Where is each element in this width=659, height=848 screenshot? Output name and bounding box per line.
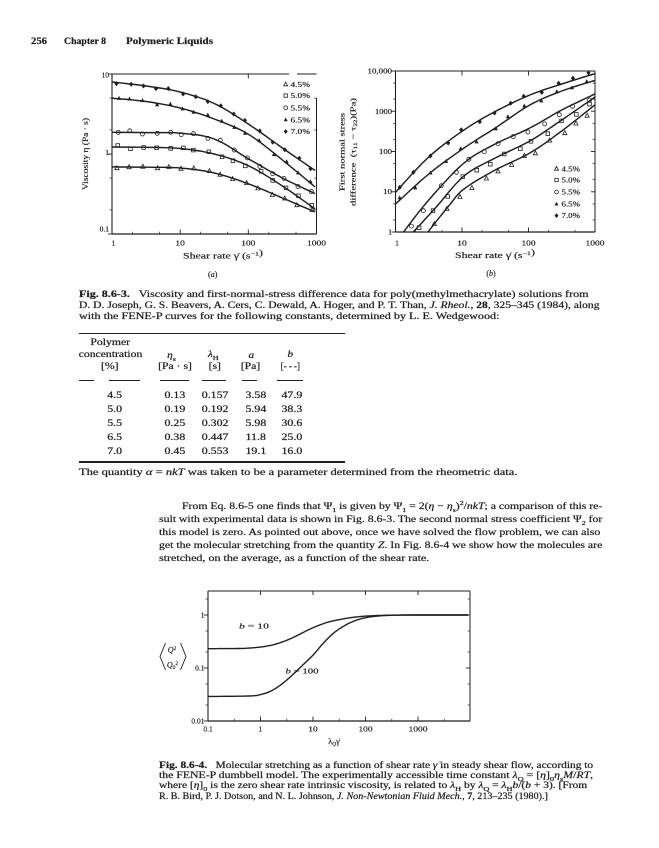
svg-text:10,000: 10,000	[368, 67, 393, 76]
svg-text:10: 10	[102, 71, 110, 80]
svg-text:First normal stress: First normal stress	[338, 113, 347, 191]
svg-text:1: 1	[201, 611, 205, 620]
svg-text:1: 1	[259, 725, 263, 734]
svg-text:7.0%: 7.0%	[291, 127, 311, 136]
svg-text:Q02: Q02	[167, 661, 179, 672]
svg-text:4.5%: 4.5%	[291, 80, 311, 89]
svg-text:1: 1	[388, 228, 392, 237]
svg-text:1000: 1000	[307, 239, 326, 248]
svg-text:1: 1	[105, 148, 109, 157]
svg-text:0.1: 0.1	[195, 664, 205, 673]
svg-text:5.5%: 5.5%	[291, 103, 311, 112]
svg-text:5.0%: 5.0%	[291, 91, 311, 100]
svg-text:0.01: 0.01	[191, 717, 204, 726]
svg-text:4.5%: 4.5%	[562, 164, 581, 173]
svg-text:10: 10	[175, 239, 185, 248]
svg-text:6.5%: 6.5%	[291, 115, 311, 124]
svg-text:1000: 1000	[586, 239, 605, 248]
svg-text:b = 100: b = 100	[286, 667, 319, 676]
svg-text:difference (τ11 − τ22)(Pa): difference (τ11 − τ22)(Pa)	[349, 97, 360, 206]
svg-text:(a): (a)	[208, 270, 218, 279]
svg-text:Shear rate γ̇ (s−1): Shear rate γ̇ (s −1)	[183, 249, 263, 261]
svg-text:b = 10: b = 10	[239, 622, 269, 631]
svg-text:100: 100	[359, 725, 373, 734]
svg-text:5.0%: 5.0%	[562, 176, 581, 185]
svg-text:100: 100	[241, 239, 255, 248]
svg-text:1: 1	[112, 239, 116, 248]
svg-text:6.5%: 6.5%	[562, 200, 581, 209]
svg-text:1000: 1000	[409, 725, 428, 734]
svg-text:0.1: 0.1	[203, 725, 213, 734]
svg-text:1: 1	[395, 239, 399, 248]
svg-text:10: 10	[308, 725, 318, 734]
svg-text:λQγ̇: λQγ̇	[328, 737, 340, 748]
svg-text:Viscosity η (Pa · s): Viscosity η (Pa · s)	[81, 118, 90, 190]
svg-text:5.5%: 5.5%	[562, 188, 581, 197]
svg-text:10: 10	[457, 239, 467, 248]
svg-text:Q2: Q2	[168, 646, 177, 655]
svg-text:100: 100	[379, 147, 392, 156]
svg-text:7.0%: 7.0%	[562, 211, 581, 220]
svg-text:Shear rate γ̇ (s−1): Shear rate γ̇ (s −1)	[455, 248, 535, 260]
svg-text:0.1: 0.1	[100, 225, 110, 234]
svg-text:1000: 1000	[375, 107, 392, 116]
svg-text:(b): (b)	[486, 269, 496, 278]
svg-text:10: 10	[383, 187, 392, 196]
svg-text:100: 100	[522, 239, 536, 248]
